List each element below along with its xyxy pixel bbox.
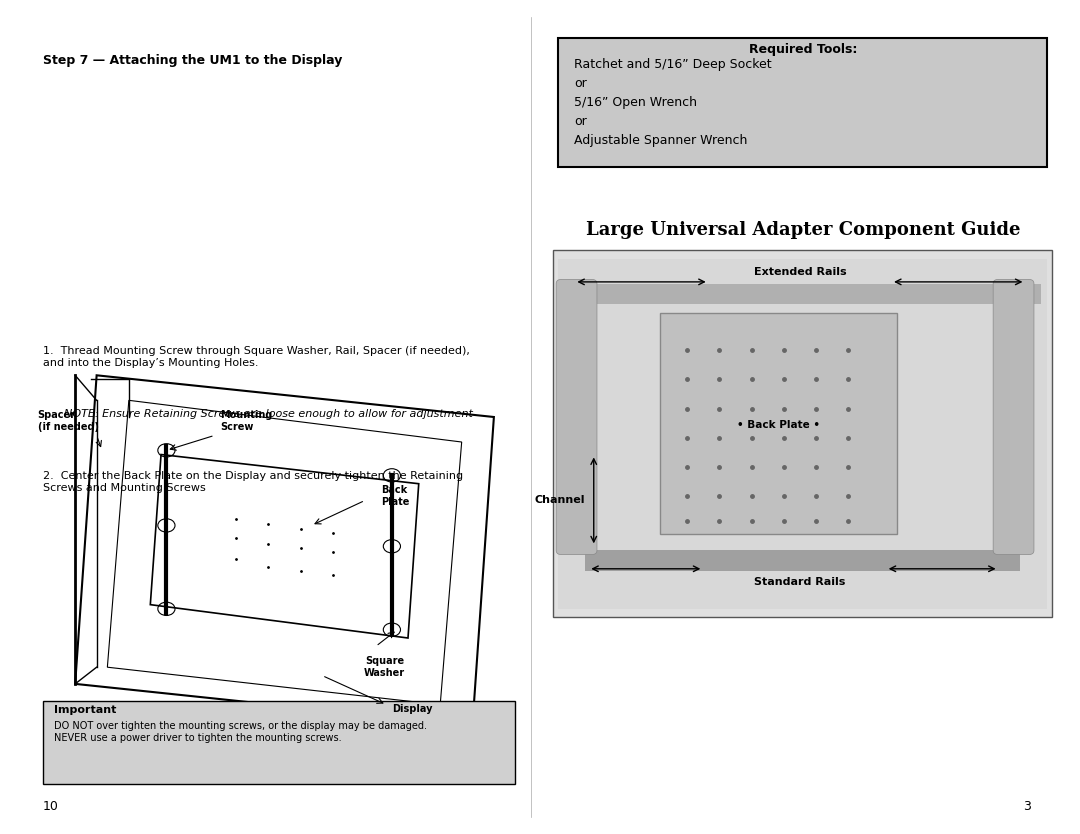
- FancyBboxPatch shape: [43, 701, 515, 784]
- Text: 1.  Thread Mounting Screw through Square Washer, Rail, Spacer (if needed),
and i: 1. Thread Mounting Screw through Square …: [43, 346, 470, 368]
- Text: Step 7 — Attaching the UM1 to the Display: Step 7 — Attaching the UM1 to the Displa…: [43, 54, 342, 68]
- Text: 2.  Center the Back Plate on the Display and securely tighten the Retaining
Scre: 2. Center the Back Plate on the Display …: [43, 471, 463, 493]
- Text: Back
Plate: Back Plate: [381, 485, 409, 507]
- Text: Large Universal Adapter Component Guide: Large Universal Adapter Component Guide: [585, 221, 1021, 239]
- FancyBboxPatch shape: [994, 279, 1034, 555]
- Text: Important: Important: [54, 705, 116, 715]
- Text: Extended Rails: Extended Rails: [754, 267, 847, 277]
- Text: • Back Plate •: • Back Plate •: [737, 420, 820, 430]
- Text: 3: 3: [1023, 800, 1030, 813]
- Text: Spacer
(if needed): Spacer (if needed): [38, 410, 98, 432]
- FancyBboxPatch shape: [564, 284, 1041, 304]
- Text: Display: Display: [392, 704, 432, 714]
- Text: DO NOT over tighten the mounting screws, or the display may be damaged.
NEVER us: DO NOT over tighten the mounting screws,…: [54, 721, 427, 743]
- Text: Required Tools:: Required Tools:: [748, 43, 858, 57]
- Text: Ratchet and 5/16” Deep Socket
or
5/16” Open Wrench
or
Adjustable Spanner Wrench: Ratchet and 5/16” Deep Socket or 5/16” O…: [575, 58, 772, 148]
- Text: Square
Washer: Square Washer: [364, 656, 405, 678]
- Text: Channel: Channel: [535, 495, 585, 505]
- Text: Mounting
Screw: Mounting Screw: [220, 410, 272, 432]
- FancyBboxPatch shape: [558, 38, 1047, 167]
- FancyBboxPatch shape: [585, 550, 1020, 571]
- Text: 10: 10: [43, 800, 58, 813]
- FancyBboxPatch shape: [553, 250, 1052, 617]
- FancyBboxPatch shape: [556, 279, 597, 555]
- FancyBboxPatch shape: [660, 313, 896, 534]
- Text: Standard Rails: Standard Rails: [754, 577, 846, 587]
- FancyBboxPatch shape: [558, 259, 1047, 609]
- Text: NOTE: Ensure Retaining Screws are loose enough to allow for adjustment: NOTE: Ensure Retaining Screws are loose …: [65, 409, 473, 419]
